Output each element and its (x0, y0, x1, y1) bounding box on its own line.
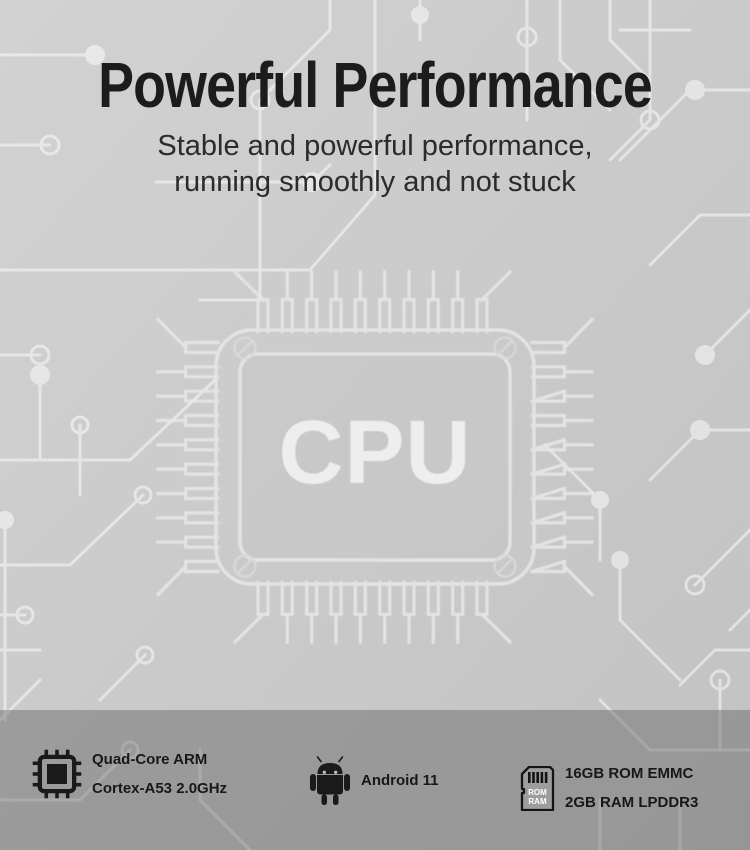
svg-text:RAM: RAM (528, 797, 547, 806)
svg-text:CPU: CPU (278, 403, 471, 503)
svg-text:ROM: ROM (528, 788, 547, 797)
